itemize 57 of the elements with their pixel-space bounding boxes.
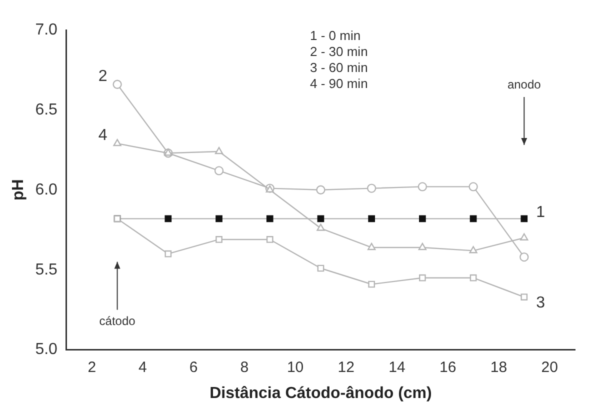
x-tick-label: 4 <box>138 358 147 376</box>
point <box>112 80 122 89</box>
annotation: cátodo <box>99 314 136 328</box>
point <box>317 264 324 272</box>
point <box>520 233 528 240</box>
point <box>520 215 528 222</box>
point <box>520 252 529 262</box>
point <box>216 215 222 222</box>
x-tick-label: 6 <box>189 358 198 376</box>
annotation: 3 - 60 min <box>310 60 368 76</box>
x-tick-label: 12 <box>338 358 354 376</box>
point <box>164 215 172 222</box>
series-label: 4 <box>98 126 108 144</box>
x-tick-label: 16 <box>440 358 456 376</box>
y-tick-label: 6.5 <box>35 101 58 118</box>
point <box>470 274 477 282</box>
annotation: 2 - 30 min <box>310 44 368 60</box>
point <box>418 242 426 250</box>
point <box>216 236 222 243</box>
y-axis-title: pH <box>10 179 28 201</box>
point <box>214 166 224 176</box>
x-tick-label: 14 <box>388 358 406 376</box>
series-label: 1 <box>536 204 546 222</box>
point <box>366 184 376 193</box>
x-tick-label: 2 <box>88 358 96 376</box>
point <box>368 242 376 250</box>
point <box>418 182 428 192</box>
point <box>419 215 426 222</box>
series-label: 3 <box>536 294 546 312</box>
x-tick-label: 18 <box>490 358 508 376</box>
x-tick-label: 20 <box>541 358 558 376</box>
point <box>316 185 326 194</box>
annotation: 4 - 90 min <box>310 76 368 92</box>
point <box>368 215 376 222</box>
annotation: 1 - 0 min <box>310 28 362 44</box>
point <box>316 224 325 231</box>
point <box>419 274 426 282</box>
y-tick-label: 5.5 <box>35 261 58 278</box>
x-axis-title: Distância Cátodo-ânodo (cm) <box>210 384 432 402</box>
series-label: 2 <box>98 68 108 85</box>
point <box>113 138 122 146</box>
point <box>520 294 528 300</box>
annotation: anodo <box>507 77 542 92</box>
y-tick-label: 7.0 <box>35 21 58 38</box>
y-tick-label: 6.0 <box>35 181 58 198</box>
x-tick-label: 8 <box>240 358 249 376</box>
point <box>164 250 172 258</box>
point <box>266 215 274 222</box>
point <box>468 182 478 192</box>
point <box>317 215 324 222</box>
point <box>214 146 224 154</box>
point <box>368 280 376 288</box>
point <box>266 236 274 243</box>
point <box>470 215 477 222</box>
point <box>469 246 478 254</box>
x-tick-label: 10 <box>286 358 304 376</box>
y-tick-label: 5.0 <box>35 341 58 358</box>
